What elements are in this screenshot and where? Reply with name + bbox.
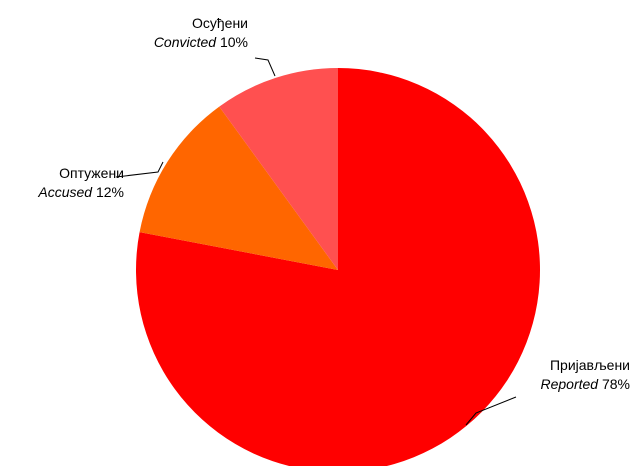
slice-label-name-sr: Оптужени: [59, 165, 124, 181]
slice-label-name-en: Reported: [540, 376, 601, 392]
slice-label-name-sr: Пријављени: [550, 357, 630, 373]
slice-label-convicted: Осуђени Convicted 10%: [154, 15, 248, 50]
leader-line-accused: [115, 161, 164, 178]
slice-label-name-en: Accused: [37, 184, 96, 200]
slice-label-accused: Оптужени Accused 12%: [37, 165, 124, 200]
slices-layer: [136, 68, 541, 471]
slice-label-name-sr: Осуђени: [192, 15, 248, 31]
slice-label-name-en: Convicted: [154, 34, 220, 50]
slice-label-percent: 10%: [220, 34, 248, 50]
slice-label-reported: Пријављени Reported 78%: [540, 357, 630, 392]
pie-slice-accused: [139, 106, 338, 270]
labels-layer: Пријављени Reported 78% Оптужени Accused 12…: [37, 15, 630, 392]
slice-label-percent: 78%: [602, 376, 630, 392]
pie-slice-reported: [136, 68, 541, 471]
pie-slice-convicted: [219, 68, 338, 270]
leader-lines-layer: [115, 57, 517, 426]
leader-line-reported: [465, 396, 517, 426]
leader-line-convicted: [254, 57, 276, 77]
slice-label-percent: 12%: [96, 184, 124, 200]
